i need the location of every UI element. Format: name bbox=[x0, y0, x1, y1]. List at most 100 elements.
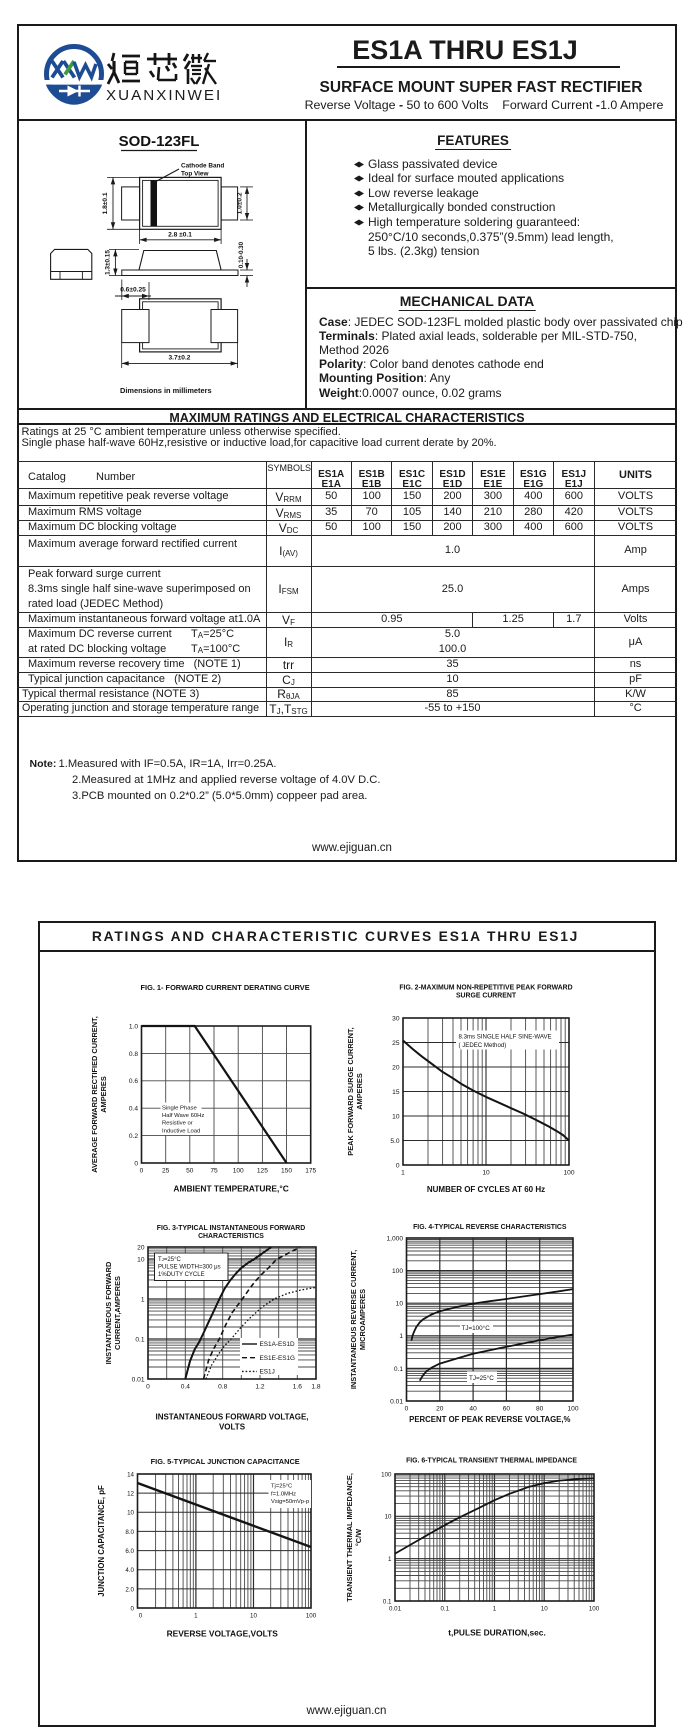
svg-text:3.7±0.2: 3.7±0.2 bbox=[169, 355, 191, 362]
svg-text:ES1E-ES1G: ES1E-ES1G bbox=[260, 1355, 296, 1362]
svg-text:0: 0 bbox=[140, 1168, 144, 1175]
svg-text:20: 20 bbox=[392, 1064, 400, 1071]
svg-text:FIG. 4-TYPICAL REVERSE CHARACT: FIG. 4-TYPICAL REVERSE CHARACTERISTICS bbox=[413, 1224, 567, 1231]
svg-text:1: 1 bbox=[194, 1613, 198, 1620]
svg-text:100: 100 bbox=[567, 1406, 578, 1413]
svg-text:AMPERES: AMPERES bbox=[355, 1073, 364, 1110]
svg-text:60: 60 bbox=[503, 1406, 511, 1413]
svg-text:Half Wave 60Hz: Half Wave 60Hz bbox=[162, 1113, 204, 1119]
svg-text:80: 80 bbox=[536, 1406, 544, 1413]
svg-text:VOLTS: VOLTS bbox=[219, 1423, 246, 1432]
svg-text:SOD-123FL: SOD-123FL bbox=[119, 133, 200, 150]
svg-text:1.0: 1.0 bbox=[129, 1023, 138, 1030]
svg-text:1,000: 1,000 bbox=[386, 1235, 403, 1242]
svg-text:12: 12 bbox=[127, 1491, 134, 1498]
svg-text:TRANSIENT THERMAL IMPEDANCE,: TRANSIENT THERMAL IMPEDANCE, bbox=[345, 1473, 354, 1602]
svg-text:1.2: 1.2 bbox=[255, 1384, 264, 1391]
svg-text:1: 1 bbox=[401, 1170, 405, 1177]
svg-text:1: 1 bbox=[388, 1556, 392, 1563]
svg-text:100: 100 bbox=[233, 1168, 244, 1175]
svg-text:f=1.0MHz: f=1.0MHz bbox=[271, 1491, 296, 1497]
svg-text:Inductive Load: Inductive Load bbox=[162, 1128, 200, 1134]
svg-text:0.2: 0.2 bbox=[129, 1133, 138, 1140]
svg-text:Single Phase: Single Phase bbox=[162, 1106, 197, 1112]
svg-text:0: 0 bbox=[146, 1384, 150, 1391]
svg-text:Top View: Top View bbox=[181, 171, 208, 178]
svg-text:75: 75 bbox=[210, 1168, 218, 1175]
svg-text:30: 30 bbox=[392, 1015, 400, 1022]
svg-text:REVERSE VOLTAGE,VOLTS: REVERSE VOLTAGE,VOLTS bbox=[167, 1629, 279, 1639]
svg-text:10: 10 bbox=[127, 1510, 134, 1517]
svg-text:1.8±0.1: 1.8±0.1 bbox=[102, 192, 109, 214]
svg-text:1: 1 bbox=[399, 1333, 403, 1340]
svg-text:TJ=25°C: TJ=25°C bbox=[469, 1374, 494, 1382]
svg-text:MICROAMPERES: MICROAMPERES bbox=[358, 1289, 367, 1350]
svg-text:FIG. 1- FORWARD CURRENT DERATI: FIG. 1- FORWARD CURRENT DERATING CURVE bbox=[141, 983, 310, 992]
svg-text:Vsig=50mVp-p: Vsig=50mVp-p bbox=[271, 1499, 309, 1505]
svg-text:0.01: 0.01 bbox=[132, 1376, 145, 1383]
svg-text:INSTANTANEOUS REVERSE CURRENT,: INSTANTANEOUS REVERSE CURRENT, bbox=[349, 1250, 358, 1389]
svg-text:1.0±0.2: 1.0±0.2 bbox=[237, 192, 244, 214]
svg-text:FIG. 3-TYPICAL INSTANTANEOUS F: FIG. 3-TYPICAL INSTANTANEOUS FORWARD bbox=[157, 1225, 305, 1232]
svg-text:FIG. 5-TYPICAL JUNCTION CAPACI: FIG. 5-TYPICAL JUNCTION CAPACITANCE bbox=[151, 1457, 300, 1466]
svg-text:TJ=100°C: TJ=100°C bbox=[462, 1324, 491, 1332]
svg-text:SURGE CURRENT: SURGE CURRENT bbox=[456, 993, 517, 1000]
svg-text:FIG. 6-TYPICAL TRANSIENT THERM: FIG. 6-TYPICAL TRANSIENT THERMAL IMPEDAN… bbox=[406, 1458, 577, 1465]
svg-text:10: 10 bbox=[396, 1301, 404, 1308]
svg-text:t,PULSE DURATION,sec.: t,PULSE DURATION,sec. bbox=[448, 1628, 546, 1638]
svg-text:0: 0 bbox=[139, 1613, 143, 1620]
svg-text:Resistive or: Resistive or bbox=[162, 1121, 193, 1127]
svg-text:1.8: 1.8 bbox=[311, 1384, 320, 1391]
svg-text:0.8: 0.8 bbox=[218, 1384, 227, 1391]
svg-text:1%DUTY CYCLE: 1%DUTY CYCLE bbox=[158, 1272, 205, 1278]
svg-text:0.1: 0.1 bbox=[440, 1606, 449, 1613]
svg-text:10: 10 bbox=[137, 1256, 145, 1263]
svg-text:( JEDEC Method): ( JEDEC Method) bbox=[459, 1042, 507, 1049]
svg-text:0.6±0.25: 0.6±0.25 bbox=[120, 287, 146, 294]
svg-text:AMPERES: AMPERES bbox=[99, 1076, 108, 1113]
svg-text:6.0: 6.0 bbox=[125, 1548, 134, 1555]
svg-text:ES1J: ES1J bbox=[260, 1369, 275, 1376]
svg-text:INSTANTANEOUS FORWARD VOLTAGE,: INSTANTANEOUS FORWARD VOLTAGE, bbox=[155, 1413, 308, 1422]
svg-text:150: 150 bbox=[281, 1168, 292, 1175]
svg-text:INSTANTANEOUS FORWARD: INSTANTANEOUS FORWARD bbox=[104, 1261, 113, 1364]
svg-text:14: 14 bbox=[127, 1471, 134, 1478]
svg-text:10: 10 bbox=[392, 1113, 400, 1120]
svg-text:8.0: 8.0 bbox=[125, 1529, 134, 1536]
svg-text:10: 10 bbox=[250, 1613, 257, 1620]
svg-text:0: 0 bbox=[134, 1160, 138, 1167]
svg-text:FIG. 2-MAXIMUM NON-REPETITIVE: FIG. 2-MAXIMUM NON-REPETITIVE PEAK FORWA… bbox=[399, 985, 572, 992]
svg-text:8.3ms SINGLE HALF SINE-WAVE: 8.3ms SINGLE HALF SINE-WAVE bbox=[459, 1034, 552, 1041]
svg-text:0.01: 0.01 bbox=[389, 1606, 402, 1613]
svg-text:AVERAGE FORWARD RECTIFIED CURR: AVERAGE FORWARD RECTIFIED CURRENT, bbox=[90, 1016, 99, 1173]
svg-text:0.4: 0.4 bbox=[181, 1384, 190, 1391]
svg-text:10: 10 bbox=[541, 1606, 548, 1613]
svg-text:2.0: 2.0 bbox=[125, 1586, 134, 1593]
svg-text:PEAK FORWARD SURGE CURRENT,: PEAK FORWARD SURGE CURRENT, bbox=[346, 1027, 355, 1155]
svg-text:1: 1 bbox=[493, 1606, 497, 1613]
svg-text:0.1: 0.1 bbox=[394, 1366, 403, 1373]
svg-text:JUNCTION CAPACITANCE, pF: JUNCTION CAPACITANCE, pF bbox=[97, 1485, 106, 1597]
svg-text:0: 0 bbox=[396, 1162, 400, 1169]
svg-text:1.6: 1.6 bbox=[293, 1384, 302, 1391]
svg-text:50: 50 bbox=[186, 1168, 194, 1175]
svg-text:NUMBER OF CYCLES AT 60 Hz: NUMBER OF CYCLES AT 60 Hz bbox=[427, 1185, 545, 1194]
svg-text:1: 1 bbox=[141, 1296, 145, 1303]
svg-text:0.1: 0.1 bbox=[135, 1336, 144, 1343]
svg-text:100: 100 bbox=[306, 1613, 317, 1620]
svg-text:°C/W: °C/W bbox=[354, 1529, 363, 1546]
svg-text:25: 25 bbox=[392, 1040, 400, 1047]
svg-text:2.8 ±0.1: 2.8 ±0.1 bbox=[168, 232, 192, 239]
svg-text:0.4: 0.4 bbox=[129, 1106, 138, 1113]
svg-text:Dimensions in millimeters: Dimensions in millimeters bbox=[120, 386, 212, 395]
svg-text:PULSE WIDTH=300 μs: PULSE WIDTH=300 μs bbox=[158, 1265, 221, 1271]
svg-text:CURRENT,AMPERES: CURRENT,AMPERES bbox=[113, 1276, 122, 1350]
svg-text:ES1A-ES1D: ES1A-ES1D bbox=[260, 1341, 296, 1348]
svg-text:125: 125 bbox=[257, 1168, 268, 1175]
svg-text:5.0: 5.0 bbox=[390, 1138, 399, 1145]
svg-text:10: 10 bbox=[385, 1514, 392, 1521]
svg-text:TJ=25°C: TJ=25°C bbox=[158, 1257, 181, 1263]
svg-text:0: 0 bbox=[405, 1406, 409, 1413]
svg-text:0.01: 0.01 bbox=[390, 1398, 403, 1405]
svg-text:15: 15 bbox=[392, 1089, 400, 1096]
